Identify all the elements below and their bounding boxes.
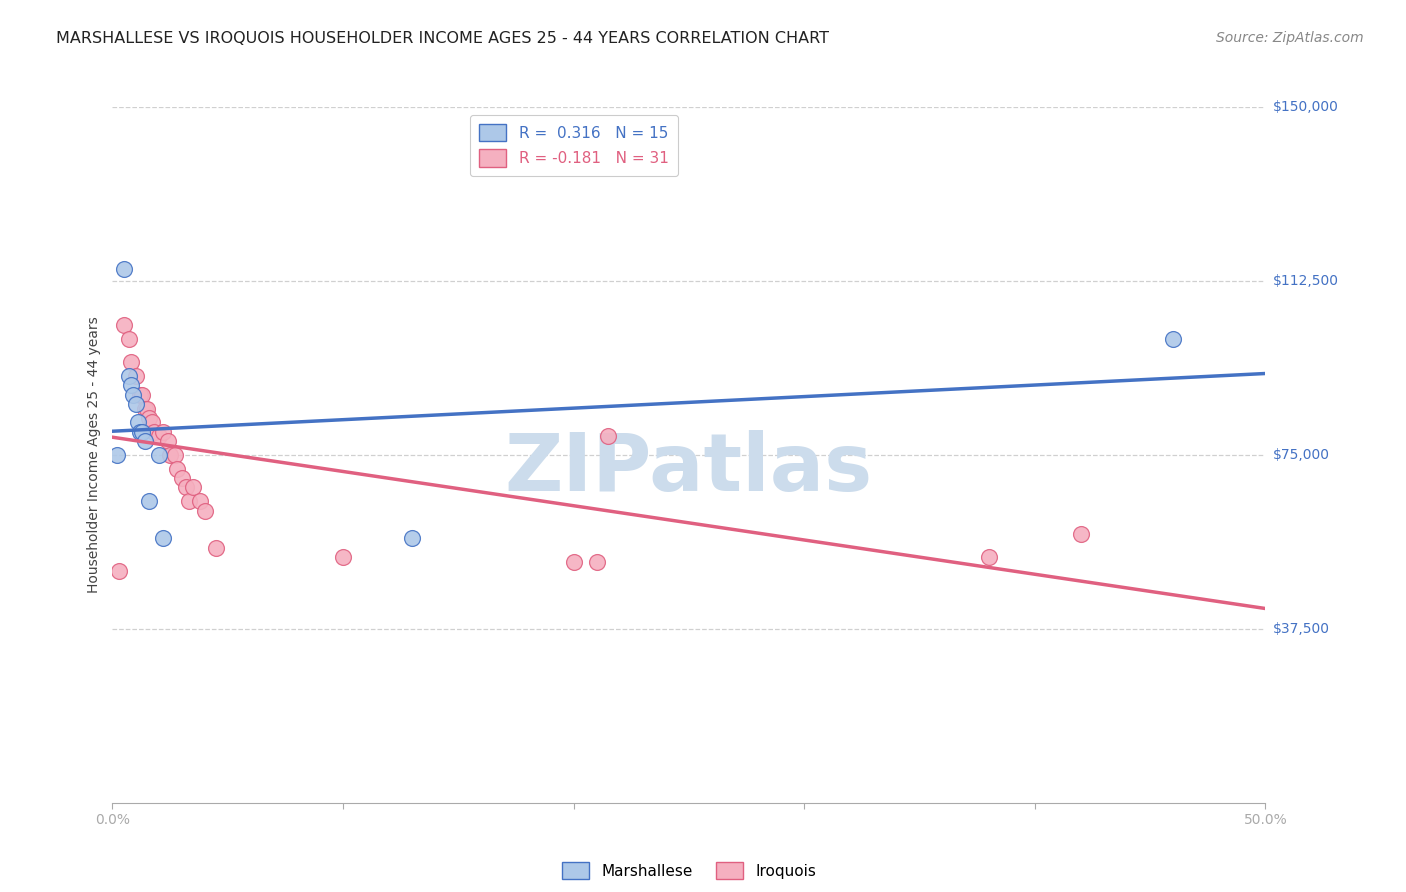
Point bbox=[977, 549, 1000, 564]
Text: $150,000: $150,000 bbox=[1272, 100, 1339, 114]
Point bbox=[159, 448, 181, 462]
Point bbox=[117, 332, 139, 346]
Point bbox=[194, 503, 217, 517]
Point bbox=[134, 401, 156, 416]
Text: ZIPatlas: ZIPatlas bbox=[505, 430, 873, 508]
Point bbox=[1070, 526, 1092, 541]
Point bbox=[174, 480, 197, 494]
Point bbox=[131, 387, 153, 401]
Y-axis label: Householder Income Ages 25 - 44 years: Householder Income Ages 25 - 44 years bbox=[87, 317, 101, 593]
Point bbox=[143, 425, 166, 439]
Point bbox=[120, 355, 142, 369]
Text: Source: ZipAtlas.com: Source: ZipAtlas.com bbox=[1216, 31, 1364, 45]
Point bbox=[141, 416, 163, 430]
Point bbox=[152, 532, 174, 546]
Point bbox=[131, 425, 153, 439]
Point bbox=[129, 387, 152, 401]
Point bbox=[117, 369, 139, 384]
Text: $75,000: $75,000 bbox=[1272, 448, 1330, 462]
Point bbox=[152, 425, 174, 439]
Point bbox=[124, 369, 146, 384]
Point bbox=[562, 555, 585, 569]
Point bbox=[585, 555, 607, 569]
Point bbox=[1161, 332, 1184, 346]
Point bbox=[170, 471, 193, 485]
Legend: Marshallese, Iroquois: Marshallese, Iroquois bbox=[555, 855, 823, 886]
Point bbox=[156, 434, 179, 448]
Point bbox=[136, 401, 159, 416]
Text: $37,500: $37,500 bbox=[1272, 622, 1330, 636]
Point bbox=[138, 410, 160, 425]
Point bbox=[120, 378, 142, 392]
Point bbox=[112, 318, 135, 332]
Point bbox=[148, 429, 170, 443]
Point bbox=[205, 541, 228, 555]
Point bbox=[332, 549, 354, 564]
Point bbox=[127, 416, 149, 430]
Point bbox=[129, 425, 152, 439]
Point bbox=[177, 494, 200, 508]
Point bbox=[105, 448, 128, 462]
Point bbox=[598, 429, 620, 443]
Point bbox=[148, 448, 170, 462]
Point bbox=[166, 462, 188, 476]
Point bbox=[401, 532, 423, 546]
Point bbox=[163, 448, 186, 462]
Point bbox=[108, 564, 131, 578]
Point bbox=[181, 480, 204, 494]
Text: MARSHALLESE VS IROQUOIS HOUSEHOLDER INCOME AGES 25 - 44 YEARS CORRELATION CHART: MARSHALLESE VS IROQUOIS HOUSEHOLDER INCO… bbox=[56, 31, 830, 46]
Point bbox=[134, 434, 156, 448]
Point bbox=[112, 262, 135, 277]
Point bbox=[124, 397, 146, 411]
Point bbox=[188, 494, 211, 508]
Text: $112,500: $112,500 bbox=[1272, 274, 1339, 288]
Point bbox=[122, 387, 145, 401]
Point bbox=[138, 494, 160, 508]
